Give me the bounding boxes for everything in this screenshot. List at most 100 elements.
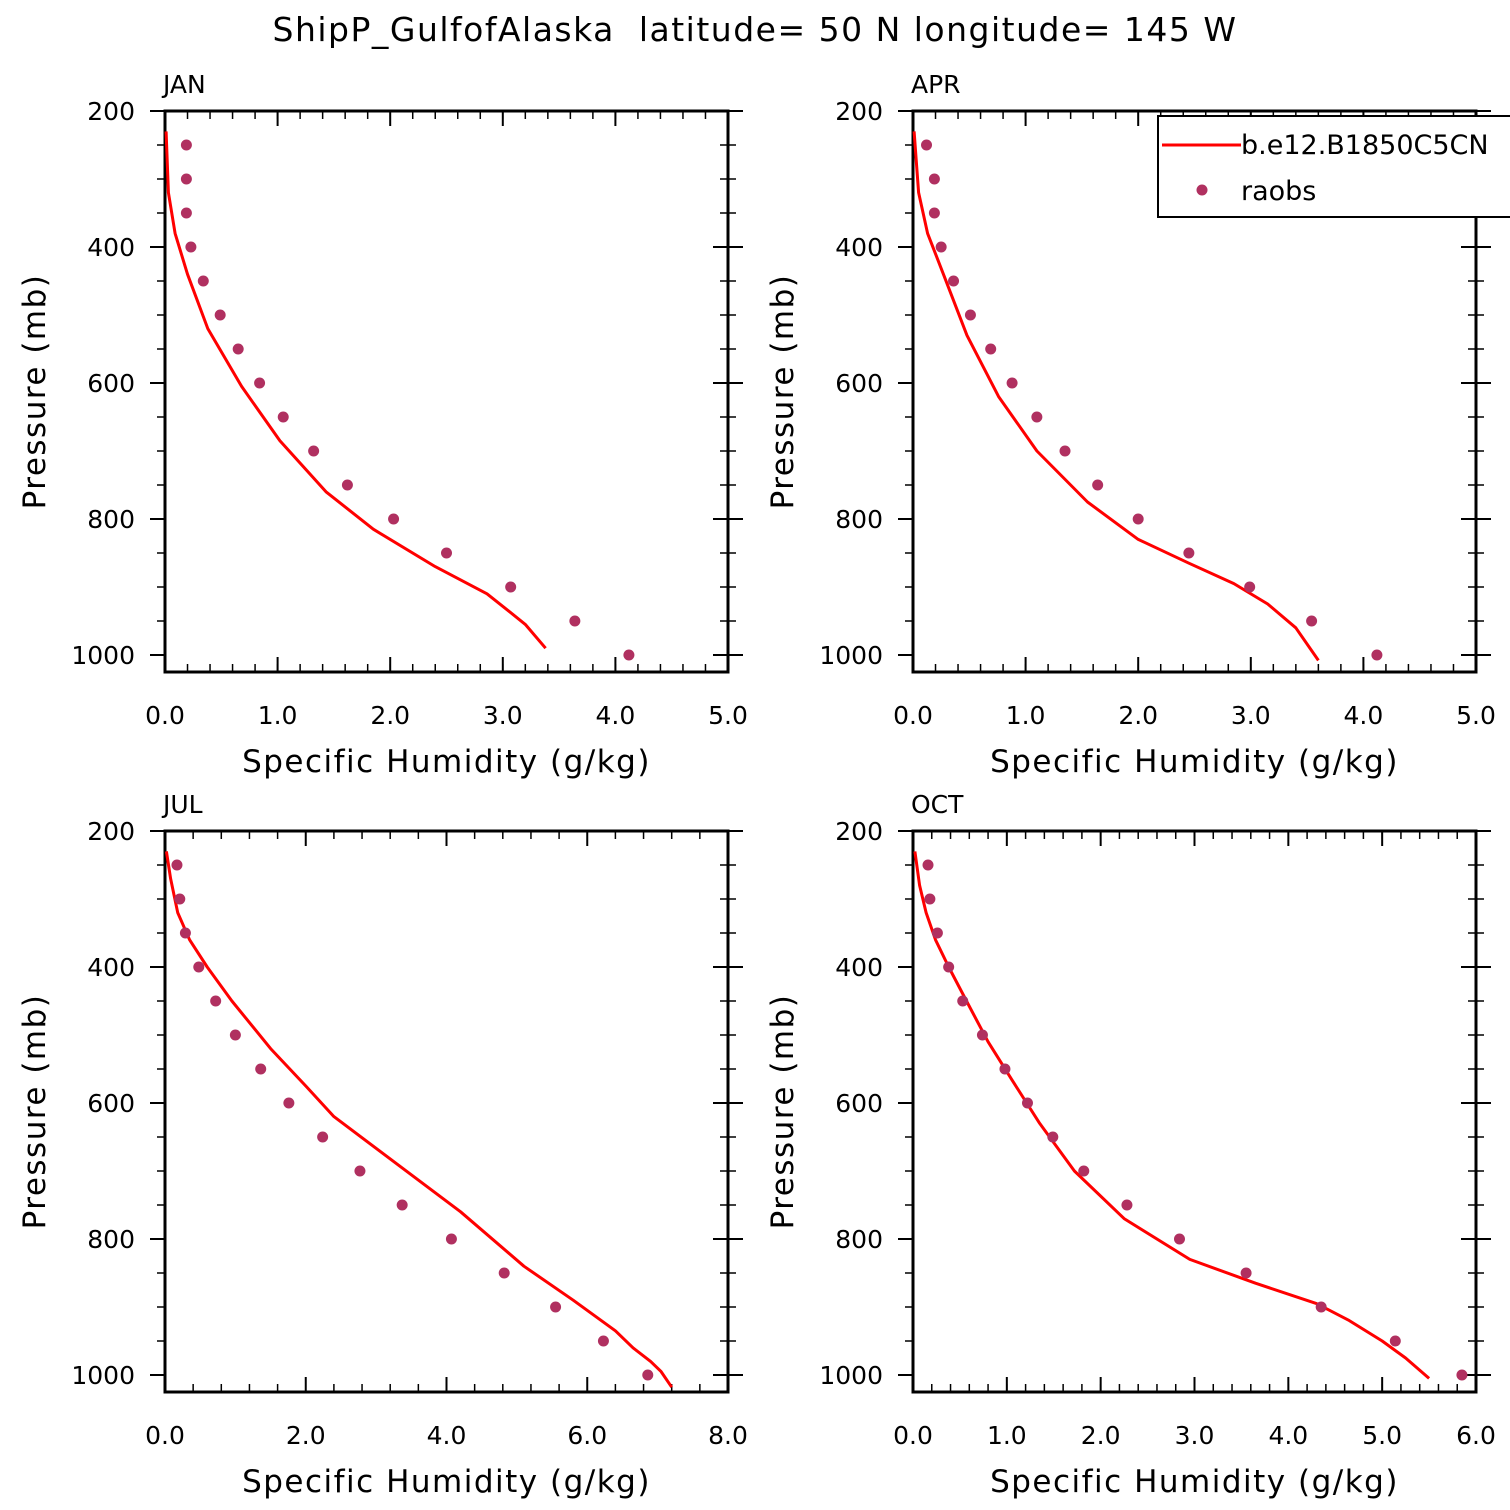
x-tick-label: 2.0 [1081,1421,1121,1450]
y-tick-label: 600 [87,369,135,398]
raobs-point [396,1199,408,1211]
y-tick-label: 200 [835,97,883,126]
raobs-point [229,1029,241,1041]
y-tick-label: 200 [87,97,135,126]
raobs-point [317,1131,329,1143]
y-tick-label: 400 [835,953,883,982]
raobs-point [388,513,400,525]
raobs-point [1059,445,1071,457]
raobs-point [185,241,197,253]
panel-title: OCT [911,790,964,819]
x-tick-label: 4.0 [427,1421,467,1450]
raobs-point [569,615,581,627]
raobs-point [1173,1233,1185,1245]
model-profile-line [164,851,673,1389]
x-tick-label: 2.0 [370,701,410,730]
y-tick-label: 200 [835,817,883,846]
raobs-point [180,173,192,185]
raobs-point [1244,581,1256,593]
legend-label-raobs: raobs [1241,176,1316,207]
y-axis-label: Pressure (mb) [765,274,801,510]
x-tick-label: 5.0 [1456,701,1496,730]
x-tick-label: 2.0 [286,1421,326,1450]
raobs-point [214,309,226,321]
legend-box [1157,115,1510,218]
y-tick-label: 1000 [71,641,135,670]
panel-jan: 0.0 1.0 2.0 3.0 4.0 5.0 200 400 600 800 1000 JAN Spe… [17,70,748,780]
plot-frame [911,109,1478,674]
x-axis-label: Specific Humidity (g/kg) [242,744,651,780]
raobs-point [498,1267,510,1279]
y-tick-label: 400 [87,953,135,982]
raobs-point [921,139,933,151]
raobs-point [210,995,222,1007]
panel-apr: 0.0 1.0 2.0 3.0 4.0 5.0 200 400 600 800 1000 APR Spe… [765,70,1496,780]
raobs-point [935,241,947,253]
raobs-point [1306,615,1318,627]
raobs-point [341,479,353,491]
raobs-point [924,893,936,905]
x-tick-label: 1.0 [987,1421,1027,1450]
raobs-point [1315,1301,1327,1313]
y-tick-label: 800 [835,505,883,534]
raobs-point [193,961,205,973]
model-profile-line [164,131,547,650]
y-tick-label: 600 [87,1089,135,1118]
raobs-point [976,1029,988,1041]
plot-frame [911,829,1478,1394]
panel-title: APR [911,70,961,99]
raobs-point [441,547,452,559]
plot-frame [163,109,730,674]
y-tick-label: 600 [835,1089,883,1118]
model-profile-line [913,851,1431,1380]
y-tick-label: 1000 [71,1361,135,1390]
x-tick-label: 5.0 [1362,1421,1402,1450]
y-tick-label: 800 [87,1225,135,1254]
x-tick-label: 0.0 [893,701,933,730]
raobs-point [550,1301,562,1313]
raobs-point [623,649,635,661]
plot-frame [163,829,730,1394]
raobs-point [445,1233,457,1245]
raobs-point [597,1335,609,1347]
panel-title: JAN [161,70,206,99]
y-tick-label: 600 [835,369,883,398]
raobs-point [505,581,517,593]
raobs-point [1021,1097,1033,1109]
figure-title: ShipP_GulfofAlaska latitude= 50 N longit… [272,10,1238,49]
raobs-point [1092,479,1104,491]
raobs-point [985,343,997,355]
x-tick-label: 0.0 [145,1421,185,1450]
panel-title: JUL [161,790,203,819]
raobs-point [1031,411,1043,423]
raobs-point [922,859,934,871]
x-axis-label: Specific Humidity (g/kg) [990,744,1399,780]
x-tick-label: 4.0 [596,701,636,730]
raobs-point [964,309,976,321]
x-tick-label: 3.0 [1231,701,1271,730]
x-tick-label: 6.0 [567,1421,607,1450]
raobs-point [179,927,191,939]
raobs-point [1078,1165,1090,1177]
y-tick-label: 400 [835,233,883,262]
x-tick-label: 5.0 [708,701,748,730]
x-tick-label: 0.0 [145,701,185,730]
y-tick-label: 800 [87,505,135,534]
y-tick-label: 1000 [819,1361,883,1390]
raobs-point [354,1165,366,1177]
raobs-point [255,1063,267,1075]
y-tick-label: 1000 [819,641,883,670]
x-tick-label: 4.0 [1344,701,1384,730]
raobs-point [943,961,955,973]
raobs-point [1132,513,1144,525]
raobs-point [928,173,940,185]
y-tick-label: 200 [87,817,135,846]
x-tick-label: 0.0 [893,1421,933,1450]
y-axis-label: Pressure (mb) [765,994,801,1230]
raobs-point [232,343,244,355]
panel-oct: 0.0 1.0 2.0 3.0 4.0 5.0 6.0 200 400 600 800 1000 OCT… [765,790,1496,1500]
legend: b.e12.B1850C5CN raobs [1157,115,1510,218]
x-axis-label: Specific Humidity (g/kg) [990,1464,1399,1500]
raobs-point [642,1369,654,1381]
